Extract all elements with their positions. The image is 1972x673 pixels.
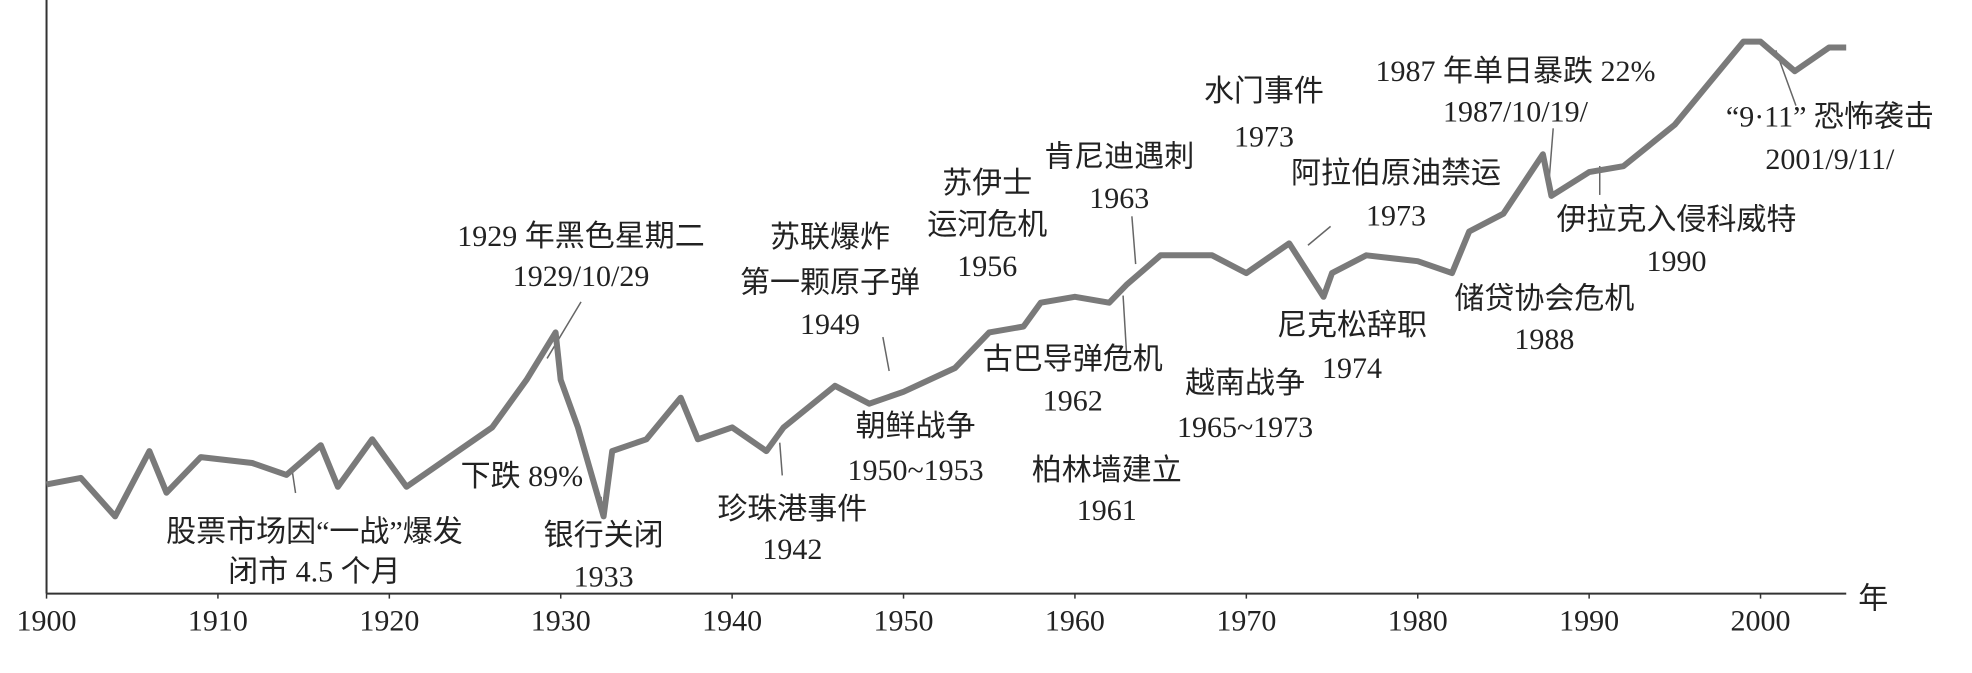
x-tick-label: 1930	[531, 605, 591, 638]
annotation: 尼克松辞职	[1277, 309, 1427, 342]
annotation: 1942	[762, 533, 822, 566]
x-tick-label: 2000	[1731, 605, 1791, 638]
annotation: 1973	[1366, 200, 1426, 233]
x-tick-label: 1900	[17, 605, 77, 638]
x-tick-label: 1960	[1045, 605, 1105, 638]
x-tick-label: 1920	[359, 605, 419, 638]
annotation: 1987/10/19/	[1443, 95, 1589, 128]
annotation: 1929 年黑色星期二	[457, 220, 705, 253]
leader-line	[1131, 216, 1137, 265]
annotation: 闭市 4.5 个月	[228, 556, 401, 589]
leader-line	[1548, 128, 1554, 177]
annotation: 储贷协会危机	[1454, 283, 1634, 316]
leader-line	[1122, 295, 1128, 359]
annotation: 水门事件	[1204, 75, 1324, 108]
x-tick-label: 1910	[188, 605, 248, 638]
annotation: 银行关闭	[544, 519, 664, 552]
annotation: 1963	[1089, 182, 1149, 215]
annotation: 运河危机	[927, 209, 1047, 242]
annotation: 苏伊士	[942, 167, 1032, 200]
annotation: 阿拉伯原油禁运	[1291, 157, 1501, 190]
x-tick-label: 1980	[1388, 605, 1448, 638]
annotation: 朝鲜战争	[856, 410, 976, 443]
annotation: 古巴导弹危机	[983, 343, 1163, 376]
annotation: 1965~1973	[1177, 411, 1313, 444]
index-line	[45, 38, 1847, 520]
annotation: 1973	[1234, 120, 1294, 153]
annotation: 1950~1953	[847, 454, 983, 487]
annotation: 1933	[574, 561, 634, 594]
annotation: 伊拉克入侵科威特	[1556, 203, 1796, 236]
annotation: 苏联爆炸	[770, 221, 890, 254]
leader-line	[1307, 225, 1332, 246]
x-tick-label: 1950	[874, 605, 934, 638]
leader-line	[546, 301, 582, 359]
x-axis-label: 年	[1858, 583, 1888, 616]
leader-line	[778, 442, 784, 476]
annotation: 第一颗原子弹	[740, 266, 920, 299]
x-tick-label: 1990	[1559, 605, 1619, 638]
annotation: 珍珠港事件	[717, 493, 867, 526]
x-tick-label: 1940	[702, 605, 762, 638]
x-tick-label: 1970	[1216, 605, 1276, 638]
annotation: 1987 年单日暴跌 22%	[1375, 55, 1655, 88]
annotation: 下跌 89%	[461, 460, 584, 493]
annotation: 1956	[957, 250, 1017, 283]
annotation: 1988	[1514, 323, 1574, 356]
annotation: 股票市场因“一战”爆发	[166, 515, 463, 548]
annotation: “9·11” 恐怖袭击	[1726, 100, 1934, 133]
annotation: 1929/10/29	[513, 260, 650, 293]
annotation: 柏林墙建立	[1032, 454, 1182, 487]
annotation: 1990	[1646, 245, 1706, 278]
annotation: 1961	[1077, 494, 1137, 527]
annotation: 2001/9/11/	[1765, 143, 1895, 176]
annotation: 肯尼迪遇刺	[1044, 141, 1194, 174]
leader-line	[882, 336, 890, 372]
annotation: 1962	[1043, 385, 1103, 418]
annotation: 越南战争	[1185, 367, 1305, 400]
annotation: 1949	[800, 308, 860, 341]
annotation: 1974	[1322, 352, 1382, 385]
